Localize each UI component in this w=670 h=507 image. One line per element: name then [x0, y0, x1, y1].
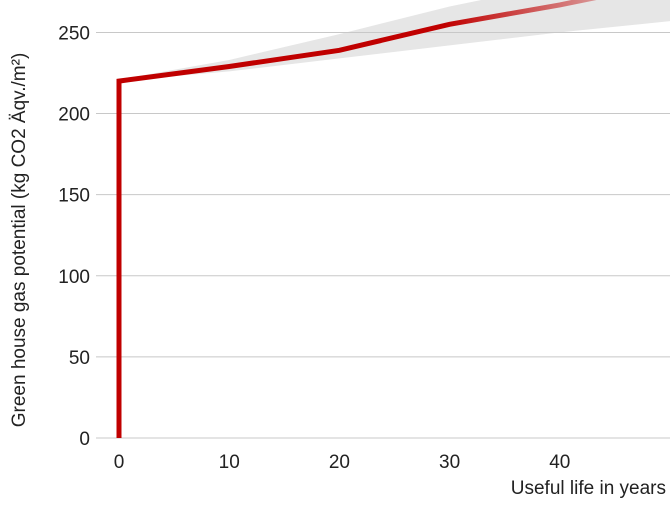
y-tick-label: 100	[58, 267, 90, 288]
x-axis-title: Useful life in years	[511, 478, 666, 499]
y-tick-label: 50	[69, 348, 90, 369]
y-tick-label: 0	[79, 429, 90, 450]
x-tick-label: 0	[114, 452, 125, 473]
y-tick-label: 150	[58, 186, 90, 207]
y-tick-label: 250	[58, 23, 90, 44]
x-tick-label: 20	[329, 452, 350, 473]
x-tick-label: 30	[439, 452, 460, 473]
y-tick-label: 200	[58, 105, 90, 126]
series-line-layer	[116, 0, 597, 438]
series-line	[116, 0, 597, 438]
x-tick-label: 10	[219, 452, 240, 473]
x-tick-label: 40	[549, 452, 570, 473]
tick-label-layer: 0 50 100 150 200 250 0 10 20 30 40	[58, 23, 570, 473]
gridline-layer	[96, 31, 670, 439]
y-axis-title: Green house gas potential (kg CO2 Äqv./m…	[9, 53, 30, 428]
